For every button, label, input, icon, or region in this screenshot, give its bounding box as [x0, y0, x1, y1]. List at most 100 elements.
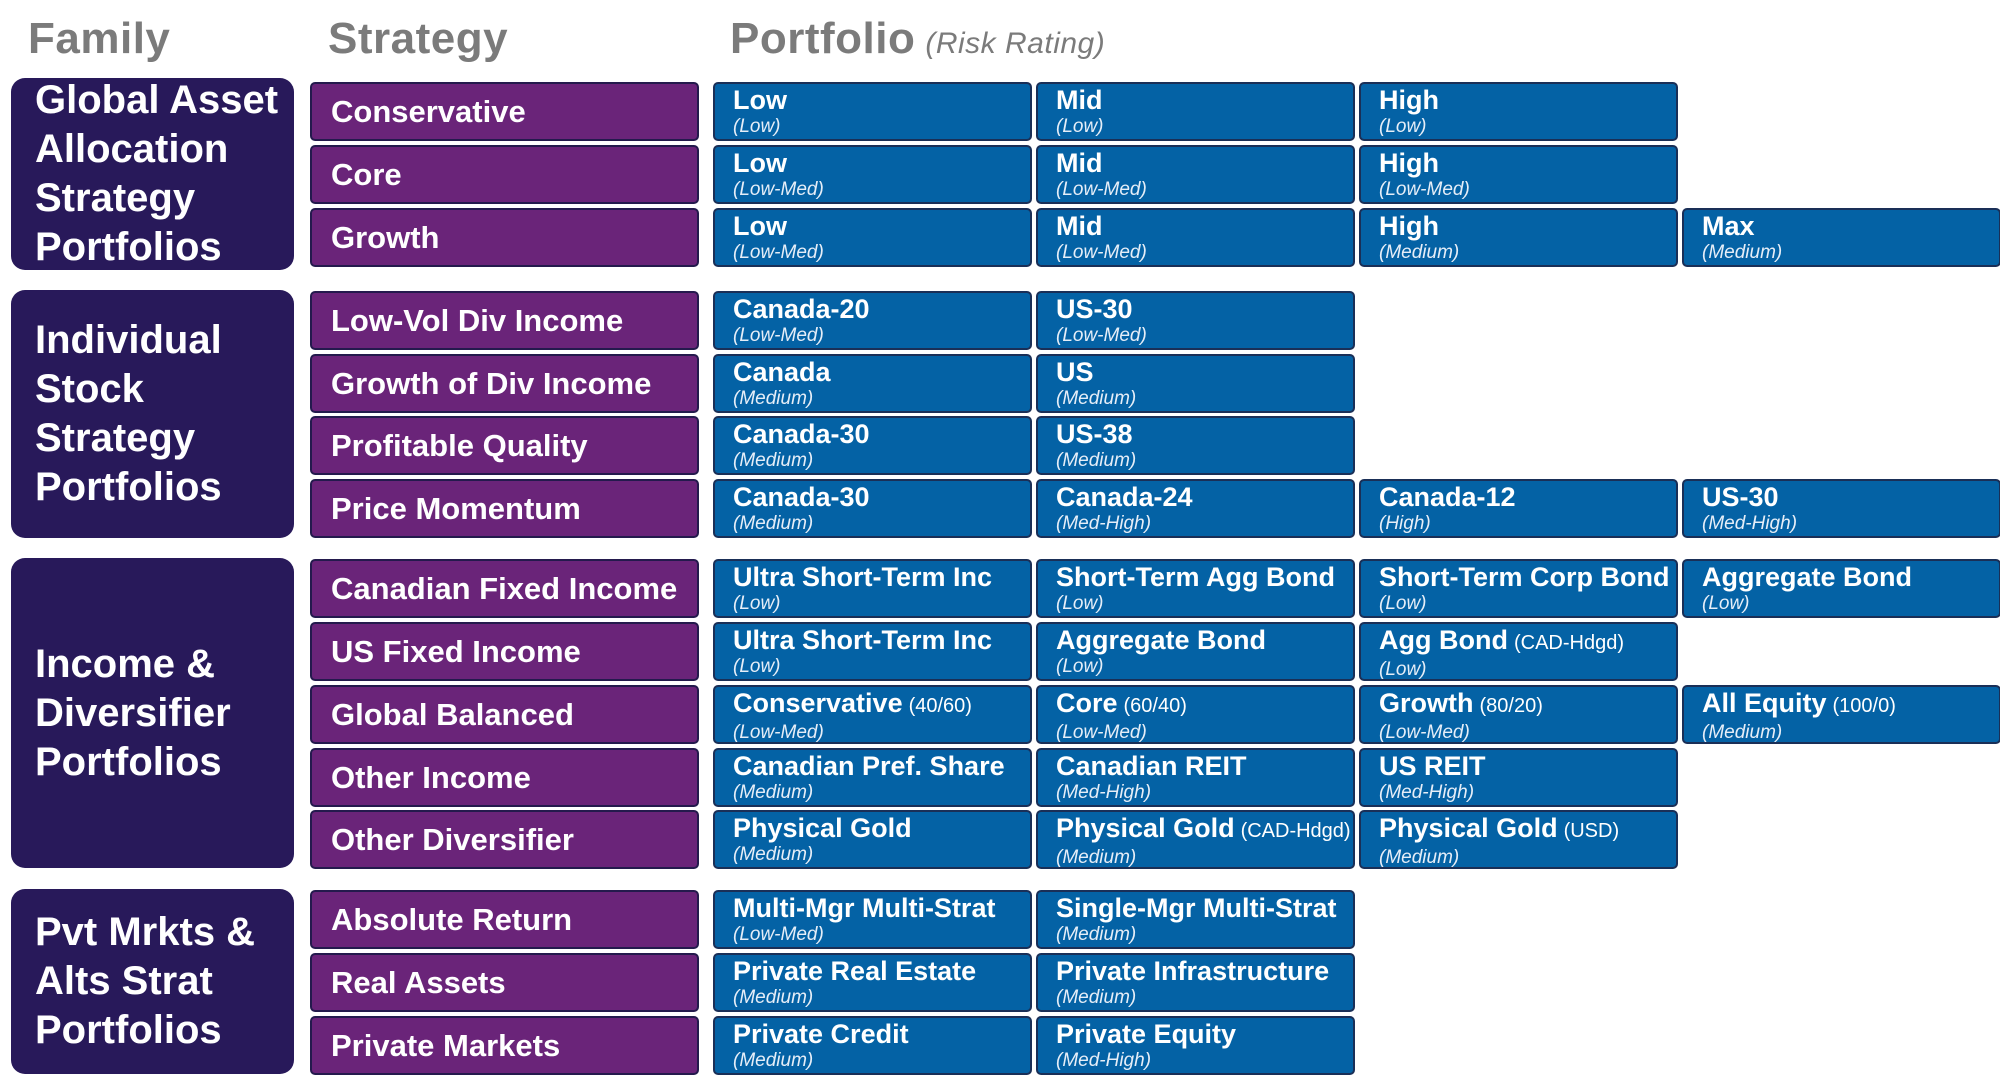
- portfolio-name-line: US-30: [1056, 294, 1353, 325]
- portfolio-cell: Single-Mgr Multi-Strat (Medium): [1036, 890, 1355, 949]
- portfolio-name-line: Canada-12: [1379, 482, 1676, 513]
- portfolio-name-line: Canada-30: [733, 482, 1030, 513]
- portfolio-name: High: [1379, 148, 1439, 178]
- portfolio-name: Mid: [1056, 148, 1103, 178]
- portfolio-cell: Aggregate Bond (Low): [1682, 559, 2000, 618]
- risk-rating: (Med-High): [1702, 513, 1798, 534]
- portfolio-cell: Short-Term Agg Bond (Low): [1036, 559, 1355, 618]
- risk-rating: (Med-High): [1379, 782, 1475, 803]
- portfolio-qualifier: (USD): [1563, 820, 1620, 842]
- family-pvt-mrkts-alts-strat-portfolios: Pvt Mrkts & Alts Strat Portfolios: [11, 889, 294, 1074]
- risk-rating: (Low-Med): [733, 924, 824, 945]
- portfolio-name-line: US: [1056, 357, 1353, 388]
- portfolio-cell: Low (Low): [713, 82, 1032, 141]
- portfolio-name-line: Multi-Mgr Multi-Strat: [733, 893, 1030, 924]
- portfolio-name: Short-Term Corp Bond: [1379, 562, 1670, 592]
- portfolio-cell: Agg Bond (CAD-Hdgd) (Low): [1359, 622, 1678, 681]
- risk-rating: (Low): [1379, 659, 1427, 680]
- strategy-low-vol-div-income: Low-Vol Div Income: [310, 291, 699, 350]
- portfolio-name: Ultra Short-Term Inc: [733, 562, 993, 592]
- strategy-growth: Growth: [310, 208, 699, 267]
- risk-rating: (Medium): [1702, 242, 1783, 263]
- portfolio-name: Canadian Pref. Share: [733, 751, 1005, 781]
- strategy-private-markets: Private Markets: [310, 1016, 699, 1075]
- risk-rating: (Low-Med): [1379, 179, 1470, 200]
- strategy-canadian-fixed-income: Canadian Fixed Income: [310, 559, 699, 618]
- portfolio-cell: Ultra Short-Term Inc (Low): [713, 622, 1032, 681]
- portfolio-cell: Canadian Pref. Share (Medium): [713, 748, 1032, 807]
- portfolio-name-line: Ultra Short-Term Inc: [733, 562, 1030, 593]
- portfolio-name: Canada-12: [1379, 482, 1516, 512]
- portfolio-name-line: Mid: [1056, 211, 1353, 242]
- portfolio-name: Ultra Short-Term Inc: [733, 625, 993, 655]
- portfolio-cell: Conservative (40/60) (Low-Med): [713, 685, 1032, 744]
- risk-rating: (Low): [1056, 116, 1104, 137]
- portfolio-name: Private Real Estate: [733, 956, 977, 986]
- portfolio-name-line: High: [1379, 85, 1676, 116]
- risk-rating: (Low-Med): [733, 325, 824, 346]
- portfolio-cell: Physical Gold (Medium): [713, 810, 1032, 869]
- risk-rating: (Low-Med): [733, 179, 824, 200]
- risk-rating: (Medium): [1056, 847, 1137, 868]
- portfolio-name-line: Aggregate Bond: [1702, 562, 1999, 593]
- portfolio-name: Mid: [1056, 85, 1103, 115]
- portfolio-name-line: Physical Gold (CAD-Hdgd): [1056, 813, 1353, 847]
- portfolio-cell: US-30 (Low-Med): [1036, 291, 1355, 350]
- portfolio-name: US: [1056, 357, 1094, 387]
- portfolio-name: Physical Gold: [733, 813, 912, 843]
- risk-rating: (Medium): [733, 388, 814, 409]
- strategy-price-momentum: Price Momentum: [310, 479, 699, 538]
- risk-rating: (Low): [733, 656, 781, 677]
- risk-rating: (Low): [1702, 593, 1750, 614]
- portfolio-cell: Short-Term Corp Bond (Low): [1359, 559, 1678, 618]
- family-individual-stock-strategy-portfolios: Individual Stock Strategy Portfolios: [11, 290, 294, 538]
- portfolio-cell: Max (Medium): [1682, 208, 2000, 267]
- portfolio-qualifier: (80/20): [1479, 695, 1543, 717]
- strategy-real-assets: Real Assets: [310, 953, 699, 1012]
- portfolio-cell: Growth (80/20) (Low-Med): [1359, 685, 1678, 744]
- portfolio-cell: Canada-24 (Med-High): [1036, 479, 1355, 538]
- portfolio-name-line: Physical Gold (USD): [1379, 813, 1676, 847]
- portfolio-cell: Canada-30 (Medium): [713, 416, 1032, 475]
- family-income-diversifier-portfolios: Income & Diversifier Portfolios: [11, 558, 294, 868]
- portfolio-cell: Low (Low-Med): [713, 145, 1032, 204]
- portfolio-cell: Physical Gold (CAD-Hdgd) (Medium): [1036, 810, 1355, 869]
- portfolio-name: Multi-Mgr Multi-Strat: [733, 893, 996, 923]
- portfolio-name: Physical Gold: [1379, 813, 1558, 843]
- portfolio-cell: Mid (Low): [1036, 82, 1355, 141]
- risk-rating: (Low): [1056, 656, 1104, 677]
- portfolio-cell: High (Low): [1359, 82, 1678, 141]
- family-label: Pvt Mrkts & Alts Strat Portfolios: [35, 910, 256, 1052]
- portfolio-header-label: Portfolio: [730, 14, 916, 63]
- portfolio-name: US-30: [1056, 294, 1133, 324]
- portfolio-name: Canada: [733, 357, 831, 387]
- risk-rating: (Medium): [1056, 987, 1137, 1008]
- portfolio-cell: US (Medium): [1036, 354, 1355, 413]
- portfolio-name: US REIT: [1379, 751, 1486, 781]
- portfolio-qualifier: (100/0): [1832, 695, 1896, 717]
- portfolio-name-line: Private Equity: [1056, 1019, 1353, 1050]
- portfolio-name-line: Growth (80/20): [1379, 688, 1676, 722]
- portfolio-name-line: Canada-20: [733, 294, 1030, 325]
- risk-rating: (Low-Med): [1379, 722, 1470, 743]
- family-label: Individual Stock Strategy Portfolios: [35, 318, 222, 509]
- portfolio-cell: Canada-30 (Medium): [713, 479, 1032, 538]
- portfolio-name: US-30: [1702, 482, 1779, 512]
- portfolio-cell: Canada-20 (Low-Med): [713, 291, 1032, 350]
- portfolio-name-line: Aggregate Bond: [1056, 625, 1353, 656]
- risk-rating: (Low): [733, 593, 781, 614]
- portfolio-qualifier: (60/40): [1123, 695, 1187, 717]
- strategy-header: Strategy: [328, 14, 509, 63]
- portfolio-qualifier: (CAD-Hdgd): [1240, 820, 1351, 842]
- portfolio-name-line: High: [1379, 148, 1676, 179]
- risk-rating: (Low-Med): [1056, 325, 1147, 346]
- portfolio-name: All Equity: [1702, 688, 1827, 718]
- portfolio-name-line: Mid: [1056, 85, 1353, 116]
- portfolio-name: Low: [733, 148, 787, 178]
- portfolio-name: Low: [733, 211, 787, 241]
- portfolio-name: Canadian REIT: [1056, 751, 1247, 781]
- portfolio-name: Single-Mgr Multi-Strat: [1056, 893, 1337, 923]
- portfolio-header-sub: (Risk Rating): [925, 27, 1106, 60]
- risk-rating: (Low-Med): [733, 242, 824, 263]
- portfolio-cell: Mid (Low-Med): [1036, 208, 1355, 267]
